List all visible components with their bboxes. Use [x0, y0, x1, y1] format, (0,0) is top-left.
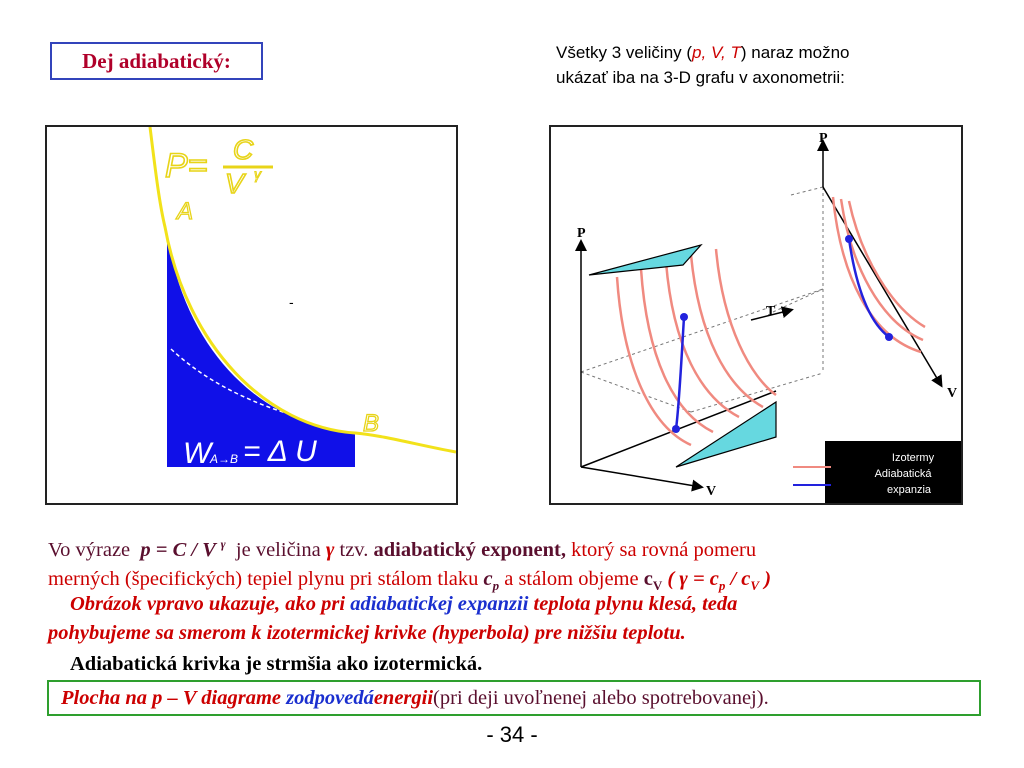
adiabat-projection — [847, 238, 890, 338]
p1-expr-exp: γ — [220, 537, 226, 551]
p1-s2: je veličina — [230, 538, 326, 561]
bottom-plane — [675, 400, 777, 468]
intro-line1-post: ) naraz možno — [740, 43, 850, 62]
adiabat-end-point — [672, 425, 680, 433]
p1-s4: ktorý sa rovná pomeru — [565, 538, 757, 561]
final-c: energii — [373, 686, 434, 709]
p1-sub1: p — [718, 577, 726, 593]
intro-text: Všetky 3 veličiny (p, V, T) naraz možno … — [556, 40, 996, 90]
box-edge — [690, 372, 824, 413]
box-edge — [580, 288, 824, 373]
pvt-3d-diagram-panel: P T V P V Izotermy Adiabatická expanzia — [549, 125, 963, 505]
p1-s1: Vo výraze — [48, 538, 136, 561]
p2-a: Obrázok vpravo ukazuje, ako pri — [70, 593, 351, 615]
intro-line2: ukázať iba na 3-D grafu v axonometrii: — [556, 68, 845, 87]
box-edge — [580, 371, 692, 413]
p1-cp-sub: p — [492, 577, 500, 593]
p1-l2a: merných (špecifických) tepiel plynu pri … — [48, 567, 484, 590]
box-edge — [790, 186, 824, 196]
label-a: A — [175, 198, 193, 225]
p1-l2b: a stálom objeme — [499, 567, 644, 590]
v-axis-left — [580, 466, 704, 492]
paragraph-1: Vo výraze p = C / V γ je veličina γ tzv.… — [48, 530, 988, 600]
page-number: - 34 - — [486, 722, 538, 747]
pvt-3d-diagram: P T V P V Izotermy Adiabatická expanzia — [575, 131, 961, 503]
p1-l2c: ( γ = c — [662, 567, 719, 590]
top-plane — [588, 243, 703, 276]
label-v-left: V — [706, 484, 716, 499]
projection-start-point — [845, 235, 853, 243]
p1-expr: p = C / V — [140, 538, 221, 561]
legend-label-0: Izotermy — [892, 452, 935, 464]
paragraph-3: Adiabatická krivka je strmšia ako izoter… — [70, 653, 483, 675]
legend-label-2: expanzia — [887, 484, 932, 496]
paragraph-2: Obrázok vpravo ukazuje, ako pri adiabati… — [48, 590, 988, 648]
final-b: zodpovedá — [286, 686, 374, 709]
intro-vars: p, V, T — [692, 43, 741, 62]
projection-isotherms — [831, 196, 926, 354]
pv-diagram: P= C V γ A B - W A→B = Δ U — [148, 126, 457, 470]
legend-label-1: Adiabatická — [875, 468, 933, 480]
box-edge — [772, 288, 824, 313]
work-w: W — [183, 437, 214, 470]
dashed-isotherm — [170, 348, 353, 430]
adiabat-3d — [674, 316, 686, 430]
formula-exponent: γ — [254, 166, 262, 182]
surface-isotherms — [615, 248, 777, 447]
t-axis — [750, 306, 794, 321]
p1-cv-sub: V — [652, 577, 663, 593]
work-rest: = Δ U — [243, 435, 317, 468]
p1-l2e: ) — [759, 567, 772, 590]
label-t: T — [766, 304, 776, 319]
final-a: Plocha na p – V diagrame — [61, 686, 282, 709]
work-area — [167, 235, 355, 467]
projection-end-point — [885, 333, 893, 341]
pv-diagram-panel: P= C V γ A B - W A→B = Δ U — [45, 125, 458, 505]
p1-l2d: / c — [725, 567, 751, 590]
slide-title: Dej adiabatický: — [50, 42, 263, 80]
formula-denominator: V — [225, 168, 246, 199]
dash-mark: - — [289, 294, 294, 310]
v-axis-right — [822, 186, 943, 388]
p1-cp: c — [483, 567, 493, 590]
final-d: (pri deji uvoľnenej alebo spotrebovanej)… — [433, 686, 769, 709]
adiabat-curve — [148, 126, 457, 454]
label-b: B — [363, 410, 379, 437]
label-p-right: P — [819, 131, 828, 146]
intro-line1-pre: Všetky 3 veličiny ( — [556, 43, 693, 62]
p1-s3: tzv. — [334, 538, 374, 561]
p2-d: pohybujeme sa smerom k izotermickej kriv… — [48, 622, 686, 644]
energy-statement-box: Plocha na p – V diagrame zodpovedá energ… — [47, 680, 981, 716]
work-subscript: A→B — [209, 452, 238, 466]
p1-sub2: V — [750, 577, 760, 593]
adiabat-start-point — [680, 313, 688, 321]
p1-gamma: γ — [325, 538, 335, 561]
legend-box — [825, 441, 961, 503]
formula-numerator: C — [233, 134, 254, 165]
p2-b: adiabatickej expanzii — [350, 593, 529, 615]
label-p-left: P — [577, 226, 586, 241]
label-v-right: V — [947, 386, 957, 401]
p1-term: adiabatický exponent, — [373, 538, 566, 561]
p2-c: teplota plynu klesá, teda — [528, 593, 738, 615]
formula-p: P= — [165, 147, 208, 185]
p1-cv: c — [643, 567, 653, 590]
